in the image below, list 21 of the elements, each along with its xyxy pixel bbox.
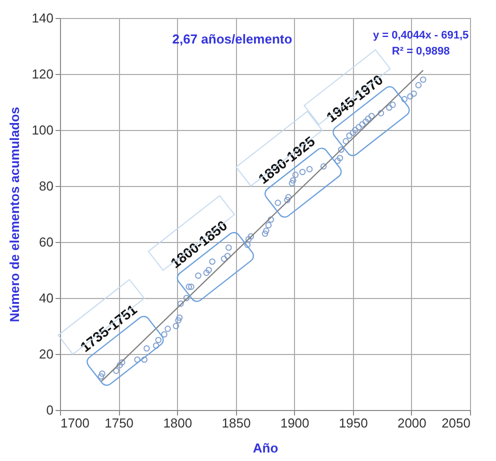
y-axis-title: Número de elementos acumulados	[6, 106, 22, 322]
y-tick-label: 120	[32, 66, 54, 82]
x-tick-label: 1700	[60, 416, 90, 430]
x-tick-label: 1750	[104, 416, 134, 430]
y-tick-label: 140	[32, 10, 54, 26]
y-tick-label: 60	[39, 234, 54, 250]
x-tick-label: 1900	[280, 416, 310, 430]
annotation: R² = 0,9898	[392, 45, 450, 58]
x-tick-label: 1800	[163, 416, 192, 430]
y-tick-label: 100	[32, 122, 54, 138]
annotation: y = 0,4044x - 691,5	[372, 30, 469, 42]
x-tick-label: 1950	[338, 416, 368, 430]
x-axis-title: Año	[252, 440, 278, 456]
x-tick-label: 2000	[397, 416, 426, 430]
annotation: 2,67 años/elemento	[172, 32, 292, 47]
y-tick-label: 80	[39, 178, 54, 194]
y-tick-label: 40	[39, 290, 54, 306]
x-tick-label: 2050	[442, 416, 470, 430]
x-tick-label: 1850	[222, 416, 251, 430]
y-tick-label: 20	[39, 346, 54, 362]
y-tick-label: 0	[46, 402, 54, 418]
